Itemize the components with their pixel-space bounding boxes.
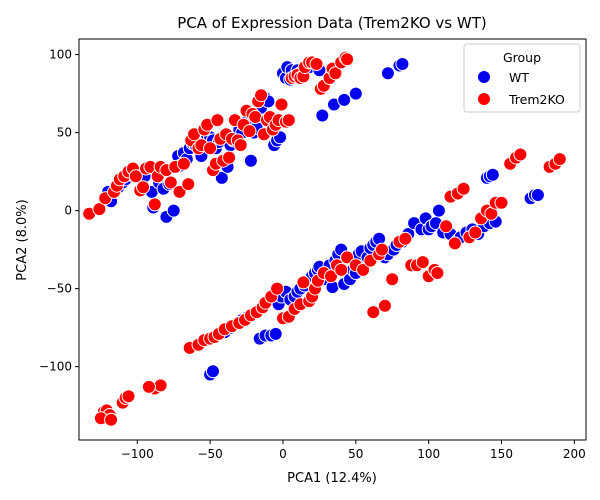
y-tick-label-2: 0 [64, 204, 72, 218]
x-axis-label: PCA1 (12.4%) [287, 471, 377, 486]
scatter-point-trem2ko-148 [141, 379, 156, 394]
scatter-point-wt-80 [268, 326, 283, 341]
scatter-point-trem2ko-11 [136, 180, 151, 195]
scatter-point-wt-70 [206, 364, 220, 379]
scatter-point-wt-142 [530, 188, 545, 202]
scatter-point-trem2ko-65 [309, 57, 324, 71]
scatter-point-trem2ko-121 [398, 231, 413, 246]
legend: Group WT Trem2KO [463, 43, 581, 113]
scatter-point-trem2ko-128 [439, 219, 454, 234]
y-tick-label-4: 100 [49, 48, 72, 62]
scatter-point-trem2ko-40 [233, 138, 248, 153]
scatter-point-trem2ko-43 [242, 124, 257, 139]
scatter-point-wt-139 [485, 167, 500, 182]
scatter-point-trem2ko-108 [324, 269, 338, 284]
scatter-point-wt-15 [166, 203, 181, 218]
scatter-point-trem2ko-79 [121, 389, 136, 404]
scatter-point-wt-65 [348, 86, 363, 101]
scatter-point-trem2ko-119 [385, 272, 400, 287]
scatter-point-trem2ko-130 [447, 236, 462, 251]
scatter-point-wt-66 [380, 66, 395, 81]
scatter-point-trem2ko-45 [248, 110, 263, 124]
scatter-point-trem2ko-110 [334, 262, 349, 277]
legend-marker-trem2ko [477, 92, 491, 106]
scatter-point-trem2ko-102 [296, 275, 311, 290]
y-tick-label-0: −100 [39, 360, 72, 374]
scatter-point-trem2ko-113 [356, 262, 371, 277]
scatter-point-wt-126 [431, 203, 446, 218]
scatter-point-trem2ko-36 [222, 150, 237, 165]
scatter-point-trem2ko-147 [104, 412, 119, 427]
scatter-point-wt-64 [337, 92, 352, 107]
scatter-point-trem2ko-145 [552, 152, 567, 167]
scatter-point-trem2ko-97 [270, 281, 285, 296]
x-tick-label-6: 200 [563, 447, 586, 461]
scatter-point-trem2ko-20 [172, 184, 187, 199]
scatter-point-trem2ko-32 [210, 113, 225, 128]
legend-label-trem2ko: Trem2KO [508, 92, 565, 107]
scatter-point-trem2ko-29 [203, 141, 218, 156]
y-axis-label: PCA2 (8.0%) [15, 199, 30, 280]
scatter-point-trem2ko-139 [494, 195, 509, 210]
legend-label-wt: WT [509, 70, 529, 85]
points-layer [82, 50, 567, 427]
x-tick-label-0: −100 [121, 447, 154, 461]
scatter-point-trem2ko-73 [340, 52, 355, 67]
scatter-point-trem2ko-127 [430, 266, 445, 280]
scatter-point-trem2ko-1 [92, 202, 107, 217]
chart-title: PCA of Expression Data (Trem2KO vs WT) [177, 14, 486, 32]
y-axis-ticks: −100 −50 0 50 100 [39, 48, 79, 374]
scatter-point-wt-31 [214, 170, 229, 185]
scatter-point-trem2ko-117 [375, 242, 389, 257]
scatter-point-trem2ko-111 [340, 250, 355, 265]
scatter-point-trem2ko-47 [254, 88, 269, 103]
scatter-point-trem2ko-9 [128, 169, 143, 184]
legend-marker-wt [477, 70, 491, 84]
legend-title: Group [503, 50, 541, 65]
scatter-point-trem2ko-134 [468, 225, 483, 240]
scatter-point-trem2ko-56 [281, 113, 296, 128]
scatter-point-trem2ko-70 [328, 66, 343, 81]
scatter-point-trem2ko-115 [366, 305, 381, 320]
x-tick-label-2: 0 [279, 447, 287, 461]
x-tick-label-3: 50 [348, 447, 363, 461]
scatter-point-trem2ko-21 [176, 156, 191, 171]
legend-box [463, 43, 581, 113]
scatter-point-trem2ko-124 [415, 255, 430, 270]
scatter-point-trem2ko-18 [163, 175, 178, 190]
scatter-point-trem2ko-81 [153, 378, 168, 393]
scatter-point-wt-68 [395, 57, 410, 71]
y-tick-label-3: 50 [57, 126, 72, 140]
scatter-point-wt-62 [315, 108, 330, 123]
scatter-point-trem2ko-142 [513, 147, 528, 162]
y-tick-label-1: −50 [47, 282, 72, 296]
plot-frame [78, 38, 587, 441]
scatter-point-trem2ko-132 [456, 181, 471, 196]
scatter-point-trem2ko-54 [274, 97, 289, 112]
scatter-point-trem2ko-118 [377, 298, 392, 313]
scatter-point-wt-41 [243, 153, 258, 168]
x-tick-label-1: −50 [197, 447, 222, 461]
x-axis-ticks: −100 −50 0 50 100 150 200 [121, 440, 586, 461]
x-tick-label-5: 150 [490, 447, 513, 461]
scatter-point-trem2ko-22 [181, 177, 196, 192]
x-tick-label-4: 100 [417, 447, 440, 461]
scatter-point-trem2ko-14 [147, 197, 162, 212]
